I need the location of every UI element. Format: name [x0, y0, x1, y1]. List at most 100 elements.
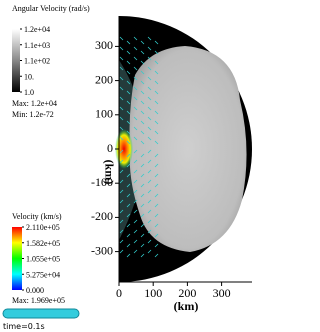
arrow [133, 36, 138, 41]
time-label: time=0.1s [3, 322, 45, 331]
arrow [140, 253, 145, 258]
arrow [133, 86, 138, 91]
arrow [133, 159, 138, 164]
legend-label: 1.582e+05 [26, 239, 60, 248]
arrow [133, 56, 138, 61]
arrow [126, 130, 131, 135]
density-blob [129, 46, 247, 252]
colorbar [12, 29, 20, 92]
y-tick-label: 300 [95, 38, 113, 52]
arrow [119, 249, 124, 254]
arrow [119, 209, 124, 214]
arrow [140, 120, 145, 125]
arrow [147, 126, 152, 131]
arrow [147, 46, 152, 51]
arrow [119, 56, 124, 61]
x-tick-label: 100 [144, 286, 162, 300]
arrow [133, 189, 138, 194]
legend-label: 1.0 [24, 88, 34, 97]
legend-label: 1.1e+02 [24, 57, 50, 66]
arrow [154, 140, 159, 145]
arrow [140, 223, 145, 228]
arrow [140, 50, 145, 55]
time-slider[interactable] [2, 308, 80, 319]
arrow [119, 36, 124, 41]
arrow [119, 189, 124, 194]
arrow [154, 233, 159, 238]
arrow [154, 100, 159, 105]
arrow [140, 90, 145, 95]
arrow [119, 96, 124, 101]
arrow [126, 60, 131, 65]
arrow [133, 96, 138, 101]
arrow [126, 213, 131, 218]
arrow [147, 159, 152, 164]
legend-label: 5.275e+04 [26, 270, 60, 279]
arrow [154, 90, 159, 95]
arrow [140, 163, 145, 168]
arrow [119, 106, 124, 111]
arrow [147, 179, 152, 184]
x-tick-label: 300 [213, 286, 231, 300]
arrow [119, 116, 124, 121]
arrow [147, 96, 152, 101]
arrow [133, 209, 138, 214]
arrow [119, 229, 124, 234]
arrow [140, 233, 145, 238]
arrow [154, 163, 159, 168]
arrow [154, 193, 159, 198]
arrow [119, 149, 124, 154]
arrow [126, 120, 131, 125]
arrow [119, 159, 124, 164]
arrow [133, 249, 138, 254]
arrow [126, 50, 131, 55]
legend-label: 0.000 [26, 286, 44, 295]
arrow [126, 40, 131, 45]
arrow [147, 169, 152, 174]
x-axis-label: (km) [174, 299, 199, 313]
arrow [126, 233, 131, 238]
y-tick-label: 100 [95, 107, 113, 121]
arrow [140, 80, 145, 85]
arrow [154, 223, 159, 228]
x-tick-label: 200 [178, 286, 196, 300]
arrow [133, 149, 138, 154]
arrow [133, 179, 138, 184]
arrow [154, 50, 159, 55]
arrow [147, 249, 152, 254]
arrow [154, 130, 159, 135]
screen: Angular Velocity (rad/s) 1.2e+04 1.1e+03 1… [2, 4, 252, 331]
arrow [119, 169, 124, 174]
arrow [126, 80, 131, 85]
arrow [140, 193, 145, 198]
arrow [140, 140, 145, 145]
arrow [133, 136, 138, 141]
arrow [147, 76, 152, 81]
arrow [140, 110, 145, 115]
legend-max: Max: 1.969e+05 [12, 296, 65, 305]
arrow [147, 219, 152, 224]
arrow [147, 36, 152, 41]
arrow [147, 106, 152, 111]
arrow [126, 110, 131, 115]
arrow [133, 106, 138, 111]
legend-label: 2.110e+05 [26, 223, 60, 232]
arrow [140, 173, 145, 178]
arrow [140, 203, 145, 208]
arrow [119, 136, 124, 141]
arrow [140, 213, 145, 218]
arrow [133, 126, 138, 131]
arrow [126, 90, 131, 95]
arrow [147, 209, 152, 214]
arrow [126, 163, 131, 168]
arrow [126, 100, 131, 105]
arrow [133, 76, 138, 81]
arrow [147, 189, 152, 194]
legend-max: Max: 1.2e+04 [12, 99, 57, 108]
arrow [126, 253, 131, 258]
arrow [140, 243, 145, 248]
arrow [147, 229, 152, 234]
arrow [154, 213, 159, 218]
colorbar [12, 227, 22, 290]
arrow [154, 153, 159, 158]
